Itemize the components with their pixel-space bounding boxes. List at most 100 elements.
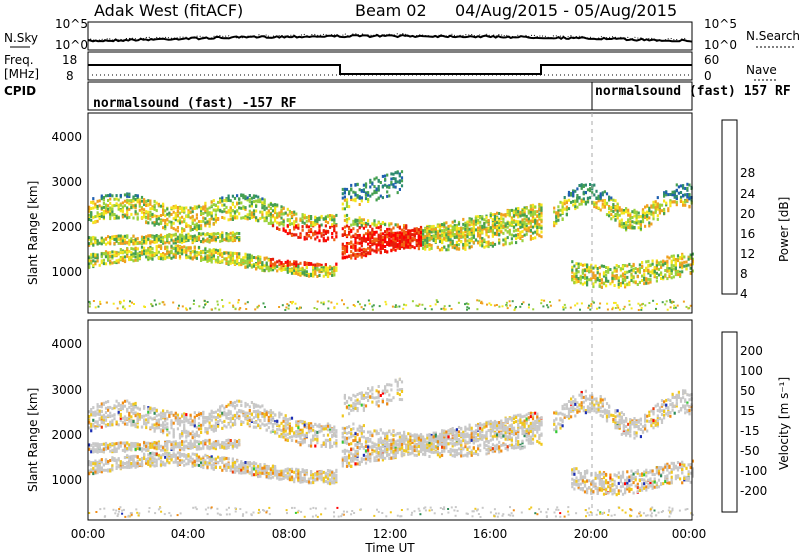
echo-cell — [574, 190, 576, 193]
power-cb-tick: 4 — [740, 287, 748, 301]
echo-cell — [680, 191, 682, 194]
echo-cell — [137, 199, 139, 202]
echo-cell — [617, 307, 619, 309]
echo-cell — [187, 255, 189, 258]
echo-cell — [667, 309, 669, 311]
echo-cell — [327, 230, 329, 233]
echo-cell — [399, 247, 401, 250]
echo-cell — [99, 413, 101, 416]
nsky-tick-bottom: 10^0 — [55, 38, 88, 52]
echo-cell — [97, 405, 99, 408]
echo-cell — [581, 302, 583, 304]
echo-cell — [584, 277, 586, 280]
echo-cell — [690, 254, 692, 257]
echo-cell — [668, 257, 670, 260]
echo-cell — [274, 203, 276, 206]
echo-cell — [528, 304, 530, 306]
echo-cell — [302, 221, 304, 224]
echo-cell — [299, 307, 301, 309]
echo-cell — [299, 272, 301, 275]
echo-cell — [532, 237, 534, 240]
echo-cell — [524, 234, 526, 237]
echo-cell — [498, 242, 500, 245]
echo-cell — [170, 257, 172, 260]
echo-cell — [530, 205, 532, 208]
echo-cell — [175, 233, 177, 236]
echo-cell — [627, 214, 629, 217]
echo-cell — [476, 299, 478, 301]
echo-cell — [684, 193, 686, 196]
echo-cell — [575, 262, 577, 265]
echo-cell — [467, 303, 469, 305]
echo-cell — [623, 308, 625, 310]
echo-cell — [192, 219, 194, 222]
echo-cell — [668, 275, 670, 278]
echo-cell — [582, 276, 584, 279]
echo-cell — [640, 223, 642, 226]
echo-cell — [677, 270, 679, 273]
echo-cell — [352, 227, 354, 230]
echo-cell — [664, 303, 666, 305]
echo-cell — [536, 215, 538, 218]
echo-cell — [295, 224, 297, 227]
echo-cell — [509, 214, 511, 217]
echo-cell — [415, 305, 417, 307]
echo-cell — [168, 212, 170, 215]
echo-cell — [365, 225, 367, 228]
beam-label: Beam 02 — [355, 1, 427, 20]
echo-cell — [623, 222, 625, 225]
echo-cell — [490, 226, 492, 229]
echo-cell — [232, 209, 234, 212]
echo-cell — [129, 300, 131, 302]
echo-cell — [498, 220, 500, 223]
echo-cell — [111, 419, 113, 422]
echo-cell — [669, 204, 671, 207]
echo-cell — [177, 206, 179, 209]
nave-tick-bottom: 0 — [704, 69, 712, 83]
echo-cell — [225, 258, 227, 261]
echo-cell — [211, 253, 213, 256]
echo-cell — [450, 235, 452, 238]
radar-title: Adak West (fitACF) — [94, 1, 243, 20]
echo-cell — [285, 212, 287, 215]
echo-cell — [373, 190, 375, 193]
echo-cell — [534, 205, 536, 208]
echo-cell — [170, 245, 172, 248]
echo-cell — [151, 251, 153, 254]
echo-cell — [147, 238, 149, 241]
echo-cell — [395, 232, 397, 235]
echo-cell — [270, 258, 272, 261]
echo-cell — [147, 248, 149, 251]
echo-cell — [107, 423, 109, 426]
echo-cell — [492, 245, 494, 248]
echo-cell — [147, 411, 149, 414]
echo-cell — [181, 252, 183, 255]
echo-cell — [624, 306, 626, 308]
echo-cell — [674, 196, 676, 199]
echo-cell — [619, 224, 621, 227]
echo-cell — [631, 220, 633, 223]
echo-cell — [483, 239, 485, 242]
echo-cell — [367, 194, 369, 197]
echo-cell — [452, 229, 454, 232]
echo-cell — [89, 301, 91, 303]
echo-cell — [304, 214, 306, 217]
echo-cell — [198, 205, 200, 208]
echo-cell — [624, 279, 626, 282]
echo-cell — [126, 211, 128, 214]
echo-cell — [566, 208, 568, 211]
echo-cell — [485, 233, 487, 236]
echo-cell — [361, 189, 363, 192]
echo-cell — [384, 230, 386, 233]
echo-cell — [255, 256, 257, 259]
echo-cell — [346, 221, 348, 224]
echo-cell — [604, 202, 606, 205]
echo-cell — [422, 242, 424, 245]
echo-cell — [253, 215, 255, 218]
echo-cell — [126, 417, 128, 420]
echo-cell — [414, 228, 416, 231]
echo-cell — [363, 218, 365, 221]
echo-cell — [293, 228, 295, 231]
echo-cell — [445, 234, 447, 237]
